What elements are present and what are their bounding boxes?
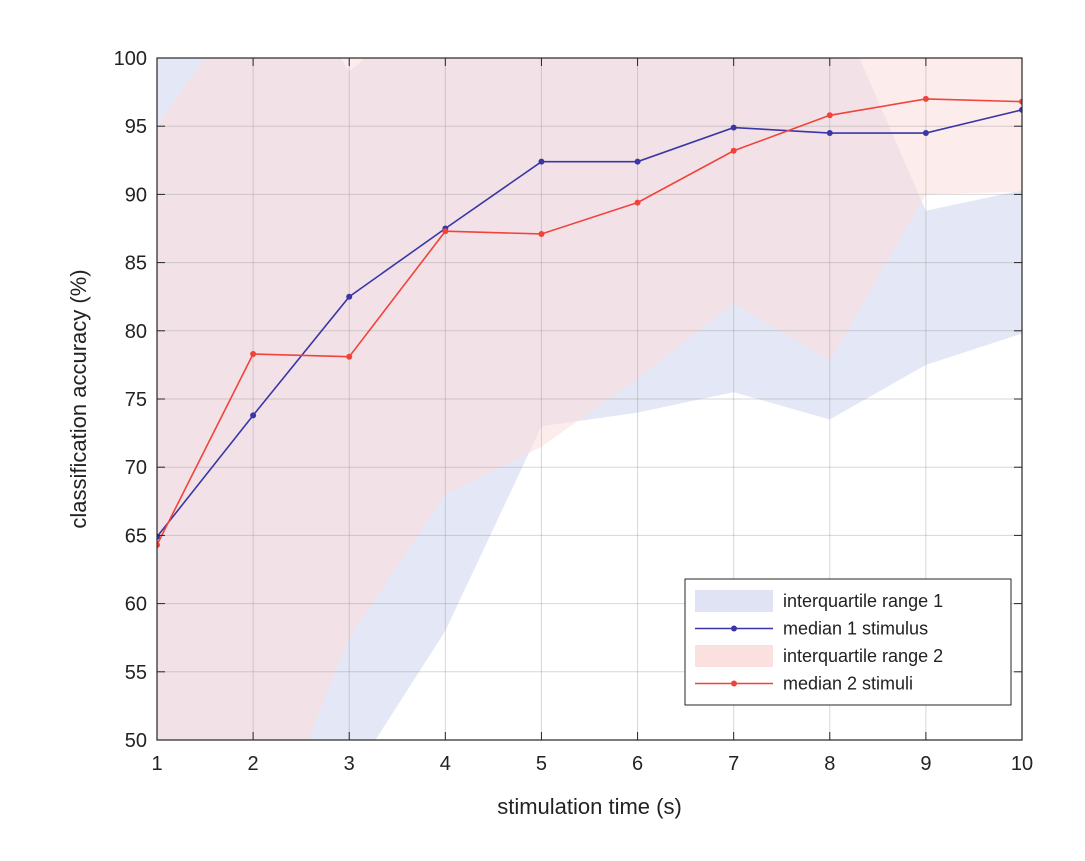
series-1-point: [250, 412, 257, 419]
series-2-point: [250, 350, 257, 357]
series-1-point: [922, 130, 929, 137]
y-tick-label: 95: [125, 116, 147, 138]
series-2-point: [730, 147, 737, 154]
y-axis-label: classification accuracy (%): [66, 269, 91, 528]
y-tick-label: 85: [125, 253, 147, 275]
legend-label: interquartile range 2: [783, 646, 943, 666]
ticks-layer: 1 2 3 4 5 6 7 8 9 10 50 55 60 65 70 75 80 85 90 95 100: [114, 48, 1034, 775]
series-2-point: [634, 199, 641, 206]
legend-band-swatch: [695, 645, 773, 667]
lines-layer: [157, 95, 1022, 548]
series-2-point: [346, 353, 353, 360]
x-tick-label: 3: [344, 753, 355, 775]
series-1-point: [730, 124, 737, 131]
series-1-point: [826, 130, 833, 137]
x-tick-label: 2: [248, 753, 259, 775]
series-2-point: [157, 541, 160, 548]
x-tick-label: 7: [728, 753, 739, 775]
iqr-band-2: [157, 58, 1022, 740]
y-tick-label: 60: [125, 594, 147, 616]
x-tick-label: 9: [920, 753, 931, 775]
series-2-point: [826, 112, 833, 119]
series-1-point: [634, 158, 641, 165]
x-tick-label: 10: [1011, 753, 1033, 775]
series-2-point: [538, 230, 545, 237]
series-line-2: [157, 98, 1022, 546]
legend-marker: [731, 625, 737, 632]
legend-label: median 2 stimuli: [783, 674, 913, 694]
y-tick-label: 90: [125, 184, 147, 206]
legend-label: interquartile range 1: [783, 591, 943, 611]
series-1-point: [1019, 106, 1022, 113]
legend: interquartile range 1 median 1 stimulus in…: [684, 578, 1012, 706]
series-1-point: [346, 293, 353, 300]
legend-marker: [731, 680, 737, 687]
bands-layer: [157, 58, 1022, 740]
y-tick-label: 50: [125, 730, 147, 752]
y-tick-label: 80: [125, 321, 147, 343]
legend-band-swatch: [695, 590, 773, 612]
y-tick-label: 75: [125, 389, 147, 411]
y-tick-label: 55: [125, 662, 147, 684]
x-tick-label: 8: [824, 753, 835, 775]
series-2-point: [442, 228, 449, 235]
series-1-point: [538, 158, 545, 165]
x-axis-label: stimulation time (s): [497, 794, 682, 819]
y-tick-label: 100: [114, 48, 147, 70]
y-tick-label: 70: [125, 457, 147, 479]
x-tick-label: 1: [151, 753, 162, 775]
legend-label: median 1 stimulus: [783, 619, 928, 639]
x-tick-label: 4: [440, 753, 451, 775]
series-2-point: [1019, 98, 1022, 105]
y-tick-label: 65: [125, 525, 147, 547]
x-tick-label: 5: [536, 753, 547, 775]
x-tick-label: 6: [632, 753, 643, 775]
series-2-point: [922, 95, 929, 102]
